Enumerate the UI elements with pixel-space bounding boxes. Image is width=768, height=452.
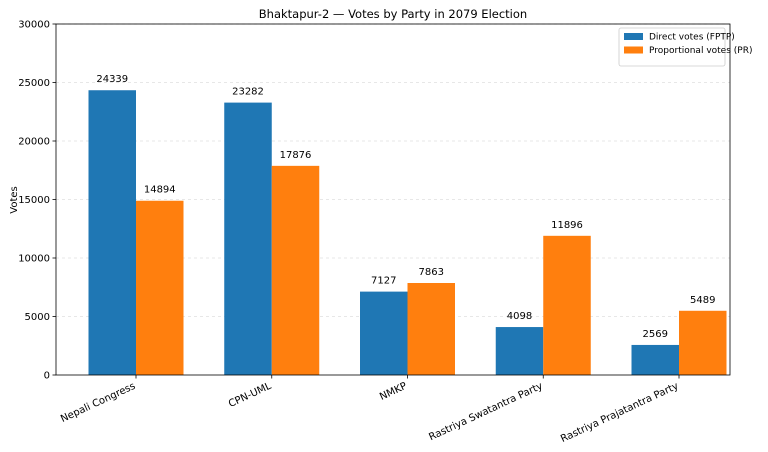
bar-value-label: 5489 — [690, 295, 715, 306]
bar-value-label: 2569 — [643, 329, 668, 340]
y-tick-label: 0 — [44, 371, 50, 382]
legend: Direct votes (FPTP) Proportional votes (P… — [618, 27, 752, 67]
y-tick-label: 15000 — [18, 195, 50, 206]
plot-frame — [55, 23, 731, 376]
legend-box — [618, 27, 726, 67]
legend-label: Direct votes (FPTP) — [649, 33, 735, 43]
bar-value-label: 24339 — [96, 74, 128, 85]
bar-pr — [271, 165, 320, 375]
bar-fptp — [495, 327, 544, 375]
legend-swatch — [624, 33, 643, 40]
legend-swatch — [624, 46, 643, 54]
y-axis-label: Votes — [9, 186, 20, 213]
y-tick-label: 10000 — [18, 254, 50, 265]
bar-pr — [407, 283, 455, 375]
bar-fptp — [360, 291, 408, 375]
legend-label: Proportional votes (PR) — [649, 46, 752, 56]
bar-fptp — [224, 102, 272, 376]
bar-pr — [679, 310, 727, 375]
bar-fptp — [631, 344, 679, 375]
x-tick-label: CPN-UML — [227, 381, 273, 410]
bar-value-label: 11896 — [551, 220, 583, 231]
bar-value-label: 4098 — [507, 311, 532, 322]
bar-value-label: 17876 — [280, 150, 312, 161]
y-tick-label: 25000 — [18, 78, 50, 89]
x-tick-label: Rastriya Prajatantra Party — [559, 381, 680, 445]
bar-value-label: 7863 — [419, 267, 444, 278]
x-tick-label: NMKP — [378, 381, 409, 403]
bar-fptp — [88, 90, 136, 375]
bar-value-label: 14894 — [144, 185, 176, 196]
chart-title: Bhaktapur-2 — Votes by Party in 2079 Ele… — [259, 7, 527, 21]
bar-pr — [543, 235, 591, 375]
bar-value-label: 7127 — [371, 276, 396, 287]
y-tick-label: 20000 — [18, 137, 50, 148]
y-tick-label: 30000 — [18, 20, 50, 31]
x-tick-label: Nepali Congress — [59, 381, 137, 425]
bar-value-label: 23282 — [232, 87, 264, 98]
bar-pr — [136, 200, 184, 375]
x-tick-label: Rastriya Swatantra Party — [427, 381, 544, 443]
y-tick-label: 5000 — [25, 312, 50, 323]
